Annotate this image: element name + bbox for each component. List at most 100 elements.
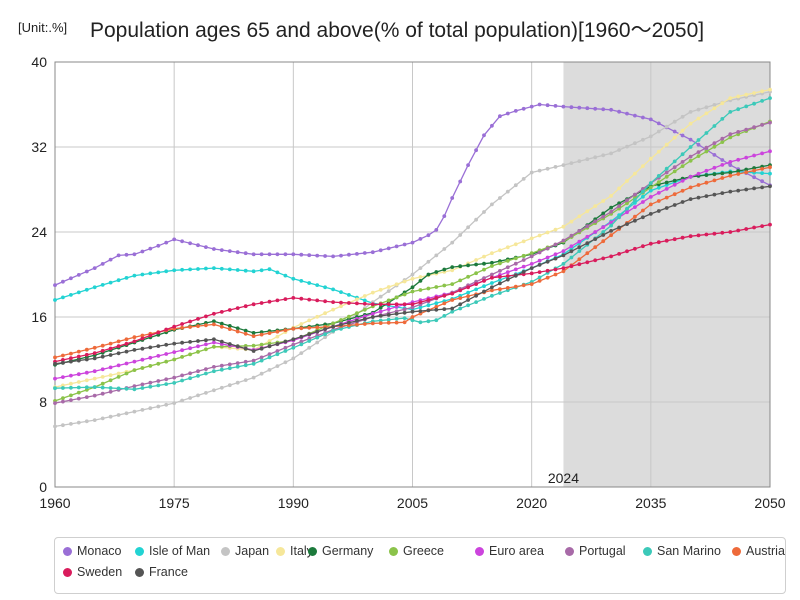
data-point — [505, 270, 510, 275]
data-point — [61, 279, 65, 284]
data-point — [641, 189, 645, 194]
data-point — [275, 252, 280, 257]
legend-item[interactable]: Monaco — [63, 544, 121, 558]
data-point — [283, 252, 288, 257]
data-point — [370, 290, 375, 295]
data-point — [474, 300, 478, 304]
data-point — [267, 252, 272, 257]
data-point — [648, 181, 653, 186]
data-point — [331, 321, 335, 326]
data-point — [418, 279, 423, 283]
data-point — [307, 339, 312, 343]
data-point — [633, 113, 637, 118]
data-point — [92, 285, 97, 290]
data-point — [339, 304, 343, 309]
data-point — [696, 138, 701, 142]
data-point — [362, 307, 367, 312]
legend-item[interactable]: Japan — [221, 544, 269, 558]
data-point — [124, 252, 129, 257]
data-point — [656, 174, 661, 178]
data-point — [355, 322, 359, 327]
legend-item[interactable]: Sweden — [63, 565, 122, 579]
legend-label: Japan — [235, 544, 270, 558]
data-point — [69, 276, 73, 281]
data-point — [537, 263, 542, 267]
data-point — [331, 328, 335, 333]
data-point — [680, 152, 685, 157]
data-point — [386, 317, 391, 322]
data-point — [458, 306, 463, 311]
data-point — [196, 393, 200, 398]
data-point — [394, 302, 399, 307]
legend-marker — [135, 547, 144, 556]
data-point — [76, 396, 81, 401]
data-point — [283, 345, 288, 350]
data-point — [744, 127, 749, 132]
data-point — [347, 323, 351, 328]
data-point — [474, 258, 478, 262]
data-point — [164, 402, 169, 407]
legend-item[interactable]: Euro area — [475, 544, 544, 558]
data-point — [108, 346, 113, 351]
data-point — [664, 180, 669, 185]
data-point — [259, 252, 264, 257]
legend-item[interactable]: Isle of Man — [135, 544, 210, 558]
data-point — [505, 265, 510, 270]
data-point — [378, 305, 383, 310]
data-point — [53, 401, 57, 405]
data-point — [140, 366, 145, 370]
data-point — [752, 166, 756, 170]
data-point — [124, 341, 129, 346]
data-point — [521, 264, 526, 269]
data-point — [61, 375, 65, 379]
data-point — [315, 340, 320, 345]
data-point — [386, 298, 391, 303]
data-point — [482, 276, 486, 280]
data-point — [593, 230, 598, 234]
data-point — [61, 358, 65, 362]
data-point — [378, 318, 383, 323]
data-point — [347, 314, 351, 319]
legend-item[interactable]: Portugal — [565, 544, 626, 558]
data-point — [585, 106, 590, 111]
data-point — [442, 307, 447, 311]
legend-item[interactable]: San Marino — [643, 544, 721, 558]
data-point — [164, 359, 169, 364]
data-point — [672, 169, 677, 174]
data-point — [84, 347, 89, 352]
data-point — [196, 344, 200, 349]
data-point — [482, 261, 486, 266]
data-point — [680, 188, 685, 193]
data-point — [513, 284, 518, 289]
data-point — [521, 283, 526, 288]
data-point — [243, 251, 248, 256]
data-point — [680, 235, 685, 240]
data-point — [132, 339, 137, 344]
data-point — [212, 369, 216, 374]
data-point — [601, 199, 606, 203]
data-point — [529, 104, 534, 109]
data-point — [577, 245, 582, 250]
data-point — [315, 314, 320, 319]
data-point — [140, 333, 145, 338]
data-point — [108, 365, 113, 370]
data-point — [227, 249, 232, 254]
data-point — [458, 264, 463, 269]
legend-item[interactable]: Austria — [732, 544, 785, 558]
data-point — [736, 169, 741, 173]
legend-item[interactable]: Greece — [389, 544, 444, 558]
data-point — [291, 326, 296, 331]
data-point — [172, 324, 177, 329]
legend-item[interactable]: France — [135, 565, 188, 579]
legend-item[interactable]: Italy — [276, 544, 313, 558]
data-point — [339, 322, 343, 327]
data-point — [164, 382, 169, 386]
data-point — [283, 328, 288, 333]
legend-item[interactable]: Germany — [308, 544, 373, 558]
data-point — [164, 269, 169, 274]
data-point — [601, 233, 606, 237]
data-point — [69, 385, 73, 390]
data-point — [251, 252, 256, 257]
data-point — [410, 276, 415, 281]
data-point — [267, 339, 272, 343]
